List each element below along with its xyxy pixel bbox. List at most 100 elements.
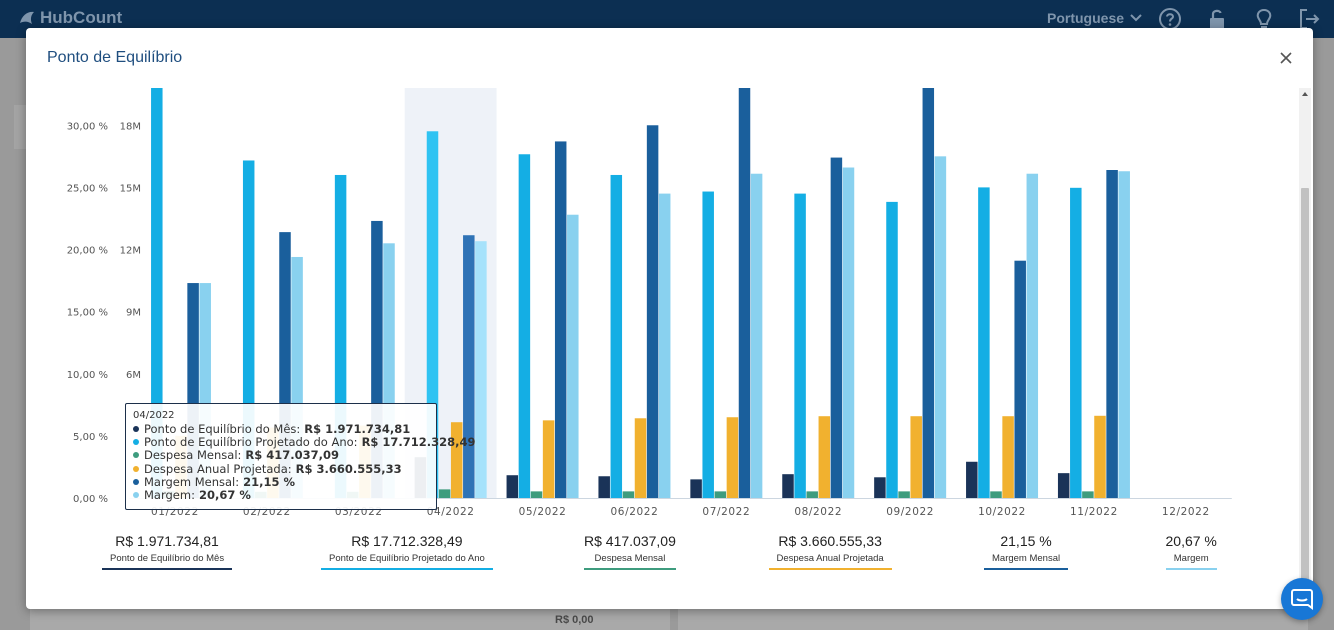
bar-6-06-2022 [658, 193, 671, 498]
summary-item: R$ 17.712.328,49 Ponto de Equilíbrio Proj… [321, 533, 493, 570]
bar-2-07-2022 [702, 191, 714, 499]
background-value: R$ 0,00 [555, 614, 594, 626]
bar-6-01-2022 [199, 283, 211, 498]
bar-5-03-2022 [371, 220, 383, 498]
bar-1-07-2022 [690, 479, 702, 498]
bar-5-02-2022 [279, 232, 291, 498]
tooltip-value: R$ 3.660.555,33 [295, 461, 402, 476]
y-left-tick-label: 15,00 % [67, 308, 108, 319]
y-left-tick-label: 25,00 % [67, 183, 108, 194]
bar-2-06-2022 [610, 174, 623, 498]
x-tick-label: 06/2022 [611, 506, 659, 518]
legend-dot-icon [133, 465, 139, 472]
app-logo[interactable]: HubCount [18, 8, 122, 28]
y-left-tick-label: 20,00 % [67, 246, 108, 257]
bar-1-11-2022 [1057, 473, 1070, 498]
tooltip-row: Despesa Mensal: R$ 417.037,09 [133, 448, 429, 463]
tooltip-value: R$ 417.037,09 [245, 448, 340, 463]
tooltip-row: Margem Mensal: 21,15 % [133, 474, 429, 489]
summary-value: 20,67 % [1165, 533, 1217, 549]
legend-dot-icon [133, 452, 139, 459]
bar-5-06-2022 [646, 125, 659, 498]
modal-scrollbar[interactable] [1299, 88, 1311, 609]
summary-label: Ponto de Equilíbrio do Mês [110, 553, 225, 564]
modal-title: Ponto de Equilíbrio [47, 49, 183, 66]
summary-label: Margem Mensal [992, 553, 1061, 564]
tooltip-value: R$ 1.971.734,81 [304, 421, 411, 436]
language-selector[interactable]: Portuguese [1047, 10, 1142, 26]
summary-item: R$ 3.660.555,33 Despesa Anual Projetada [768, 533, 892, 570]
x-tick-label: 11/2022 [1070, 506, 1118, 518]
summary-value: 21,15 % [1000, 533, 1052, 549]
bar-6-04-2022 [475, 241, 487, 498]
summary-underline [102, 568, 233, 570]
tooltip-date: 04/2022 [133, 410, 175, 421]
summary-value: R$ 1.971.734,81 [115, 533, 219, 549]
summary-underline [321, 568, 493, 570]
bar-5-07-2022 [738, 88, 751, 498]
legend-dot-icon [133, 478, 139, 485]
tooltip-label: Margem Mensal: [144, 474, 240, 489]
x-tick-label: 08/2022 [794, 506, 842, 518]
bar-4-08-2022 [818, 416, 831, 498]
summary-value: R$ 17.712.328,49 [351, 533, 463, 549]
bar-2-01-2022 [151, 88, 163, 498]
y-right-tick-label: 6M [126, 370, 141, 381]
bar-4-09-2022 [910, 416, 922, 498]
bar-1-09-2022 [874, 477, 886, 498]
summary-item: R$ 417.037,09 Despesa Mensal [584, 533, 676, 570]
x-tick-label: 05/2022 [519, 506, 567, 518]
logo-text: HubCount [40, 8, 123, 27]
bar-5-10-2022 [1014, 260, 1026, 498]
bar-6-05-2022 [567, 214, 579, 498]
bar-4-07-2022 [726, 417, 739, 498]
y-left-tick-label: 0,00 % [73, 494, 108, 505]
summary-label: Ponto de Equilíbrio Projetado do Ano [329, 553, 485, 564]
bar-2-05-2022 [518, 154, 531, 498]
tooltip-label: Ponto de Equilíbrio Projetado do Ano: [144, 434, 358, 449]
summary-item: 21,15 % Margem Mensal [984, 533, 1069, 570]
summary-value: R$ 3.660.555,33 [778, 533, 882, 549]
bar-2-08-2022 [794, 193, 806, 498]
bar-4-10-2022 [1002, 416, 1014, 498]
summary-underline [1165, 568, 1217, 570]
bar-4-06-2022 [634, 418, 647, 498]
break-even-modal: Ponto de Equilíbrio 0,00 % 5,00 % 10,00 % 1… [26, 28, 1313, 609]
tooltip-row: Ponto de Equilíbrio do Mês: R$ 1.971.734,… [133, 421, 429, 436]
tooltip-label: Despesa Mensal: [144, 448, 242, 463]
bar-2-10-2022 [978, 187, 990, 499]
bar-6-11-2022 [1118, 171, 1130, 498]
chat-button[interactable] [1281, 578, 1323, 620]
tooltip-row: Margem: 20,67 % [133, 488, 429, 502]
chevron-down-icon [1130, 14, 1142, 22]
background-panel [678, 609, 1308, 630]
summary-underline [768, 568, 892, 570]
chat-icon [1291, 589, 1313, 610]
bar-6-07-2022 [750, 173, 763, 498]
unlock-icon[interactable] [1205, 7, 1229, 31]
bar-1-06-2022 [598, 476, 610, 498]
y-right-tick-label: 9M [126, 308, 141, 319]
bar-1-05-2022 [506, 475, 519, 498]
bar-2-11-2022 [1070, 187, 1082, 498]
bar-5-01-2022 [187, 283, 199, 498]
lightbulb-icon[interactable] [1252, 7, 1276, 31]
tooltip-value: 21,15 % [243, 474, 296, 489]
language-label: Portuguese [1047, 10, 1125, 26]
bar-4-11-2022 [1094, 415, 1106, 498]
y-right-tick-label: 12M [120, 246, 141, 257]
scroll-up-arrow-icon[interactable] [1301, 90, 1309, 98]
bar-4-04-2022 [450, 422, 463, 498]
background-panel [30, 609, 670, 630]
bar-3-05-2022 [530, 491, 543, 498]
scrollbar-thumb[interactable] [1301, 188, 1309, 606]
x-tick-label: 12/2022 [1162, 506, 1210, 518]
tooltip-row: Ponto de Equilíbrio Projetado do Ano: R$ … [133, 434, 476, 449]
x-tick-label: 04/2022 [427, 506, 475, 518]
close-icon[interactable] [1278, 50, 1294, 66]
summary-label: Despesa Anual Projetada [776, 553, 884, 564]
x-tick-label: 09/2022 [886, 506, 934, 518]
bar-2-09-2022 [886, 201, 898, 498]
bar-3-04-2022 [438, 489, 451, 498]
legend-dot-icon [133, 438, 139, 445]
